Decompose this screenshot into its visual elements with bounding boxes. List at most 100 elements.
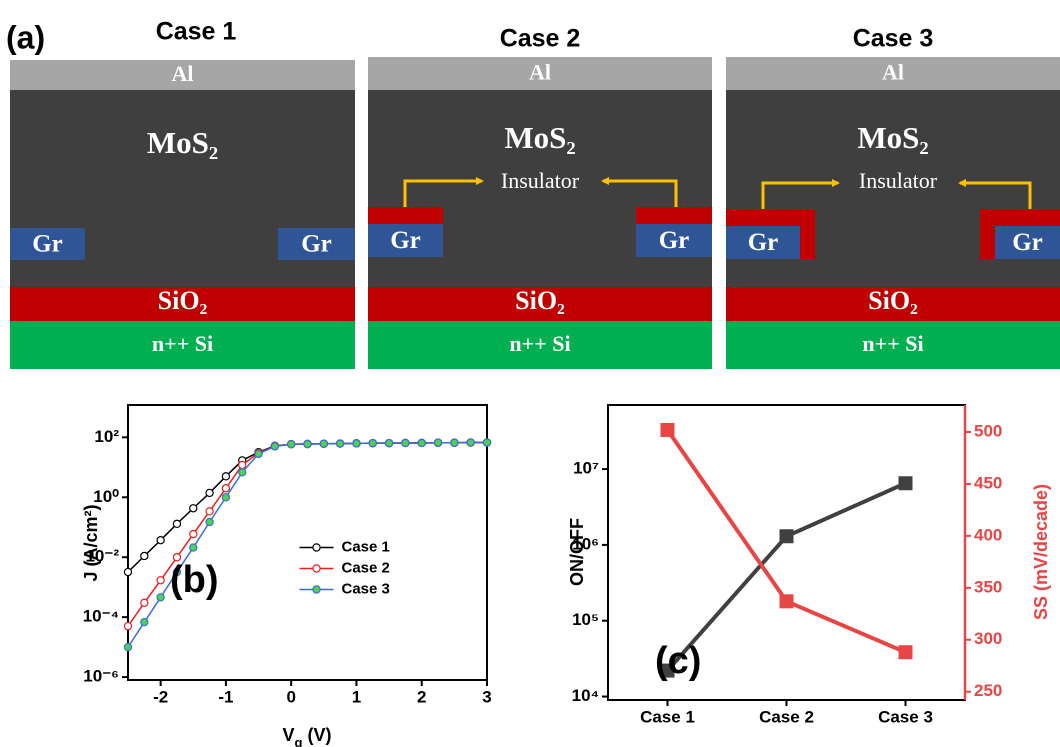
insulator	[980, 226, 995, 259]
y-tick-label: 10⁷	[573, 459, 599, 478]
insulator	[368, 207, 443, 224]
insulator-label: Insulator	[859, 168, 938, 193]
data-point	[173, 520, 180, 527]
legend-marker	[313, 565, 320, 572]
case-title: Case 3	[853, 25, 934, 53]
data-point	[780, 594, 794, 608]
y2-tick-label: 350	[974, 577, 1002, 596]
legend-marker	[313, 544, 320, 551]
y-tick-label: 10⁻⁶	[83, 667, 119, 686]
legend-label: Case 3	[342, 580, 390, 597]
data-point	[190, 544, 197, 551]
data-point	[124, 568, 131, 575]
oxide-label: SiO₂	[158, 286, 208, 315]
data-point	[434, 439, 441, 446]
panel-label: (a)	[6, 19, 45, 55]
y-tick-label: 10⁻⁴	[83, 607, 119, 626]
substrate-label: n++ Si	[862, 331, 923, 356]
panel-label: (b)	[170, 559, 219, 601]
x-tick-label: 0	[286, 687, 295, 706]
insulator	[726, 209, 815, 226]
x-tick-label: 3	[482, 687, 491, 706]
insulator	[800, 226, 815, 259]
data-point	[418, 439, 425, 446]
data-point	[288, 441, 295, 448]
x-label-subscript: g	[295, 735, 303, 747]
metal-label: Al	[529, 60, 551, 85]
y2-tick-label: 450	[974, 473, 1002, 492]
data-point	[157, 594, 164, 601]
channel-label: MoS₂	[857, 120, 928, 155]
metal-label: Al	[172, 61, 194, 86]
insulator	[636, 207, 712, 224]
data-point	[190, 531, 197, 538]
contact-label: Gr	[659, 227, 690, 254]
case-title: Case 2	[500, 25, 581, 53]
x-tick-label: -2	[153, 687, 168, 706]
data-point	[141, 599, 148, 606]
data-point	[124, 644, 131, 651]
data-point	[304, 440, 311, 447]
legend-marker	[313, 586, 320, 593]
panel-label: (c)	[655, 640, 701, 682]
x-tick-label: 1	[352, 687, 361, 706]
x-axis-label: Vg (V)	[283, 725, 332, 747]
data-point	[222, 473, 229, 480]
contact-label: Gr	[32, 231, 63, 258]
channel-label: MoS₂	[147, 125, 218, 160]
data-point	[369, 440, 376, 447]
legend-label: Case 2	[342, 559, 390, 576]
oxide-label: SiO₂	[868, 286, 918, 315]
data-point	[780, 529, 794, 543]
data-point	[239, 469, 246, 476]
data-point	[385, 440, 392, 447]
data-point	[141, 552, 148, 559]
data-point	[337, 440, 344, 447]
x-label-part: V	[283, 725, 295, 745]
data-point	[320, 440, 327, 447]
x-tick-label: 2	[417, 687, 426, 706]
case-title: Case 1	[156, 18, 237, 46]
data-point	[206, 489, 213, 496]
x-label-part: (V)	[302, 725, 331, 745]
insulator	[980, 209, 1060, 226]
data-point	[206, 508, 213, 515]
data-point	[451, 439, 458, 446]
data-point	[206, 518, 213, 525]
series-line	[668, 483, 906, 670]
contact-label: Gr	[748, 229, 779, 256]
y-axis-label: ON/OFF	[567, 518, 587, 586]
y2-tick-label: 400	[974, 525, 1002, 544]
data-point	[899, 645, 913, 659]
y2-tick-label: 250	[974, 681, 1002, 700]
data-point	[271, 443, 278, 450]
series-line	[128, 443, 487, 648]
figure: (a) Vg (V) Case 1 Gr Gr Al MoS₂ SiO₂ n++ Si Cas…	[0, 0, 1060, 747]
data-point	[483, 439, 490, 446]
data-point	[222, 485, 229, 492]
x-tick-label: Case 2	[759, 707, 814, 726]
y-tick-label: 10⁴	[572, 686, 599, 705]
contact-label: Gr	[1012, 229, 1043, 256]
oxide-label: SiO₂	[515, 286, 565, 315]
y-tick-label: 10⁵	[572, 610, 599, 629]
insulator-label: Insulator	[501, 168, 580, 193]
y2-axis-label: SS (mV/decade)	[1031, 484, 1051, 620]
legend-label: Case 1	[342, 538, 390, 555]
data-point	[157, 577, 164, 584]
data-point	[190, 505, 197, 512]
data-point	[467, 439, 474, 446]
data-point	[141, 619, 148, 626]
contact-label: Gr	[301, 231, 332, 258]
data-point	[353, 440, 360, 447]
channel-label: MoS₂	[504, 120, 575, 155]
substrate-label: n++ Si	[509, 331, 570, 356]
data-point	[402, 439, 409, 446]
data-point	[255, 450, 262, 457]
y2-tick-label: 500	[974, 421, 1002, 440]
substrate-label: n++ Si	[152, 331, 213, 356]
data-point	[222, 494, 229, 501]
contact-label: Gr	[390, 227, 421, 254]
data-point	[239, 461, 246, 468]
y2-tick-label: 300	[974, 629, 1002, 648]
